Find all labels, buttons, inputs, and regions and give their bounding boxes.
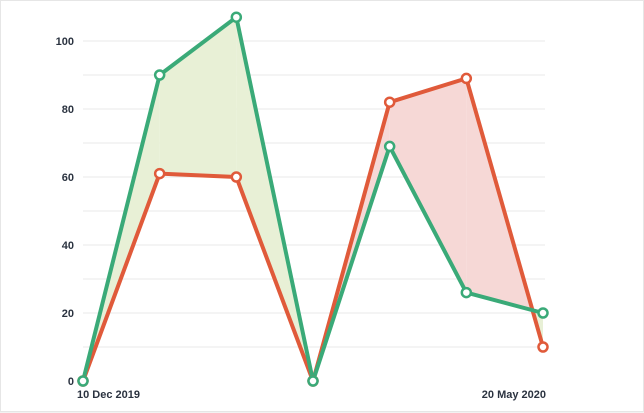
x-tick-label-start: 10 Dec 2019 xyxy=(77,389,140,401)
y-tick-label: 60 xyxy=(62,172,74,184)
y-tick-label: 100 xyxy=(56,36,74,48)
series-points xyxy=(77,11,549,387)
data-point[interactable] xyxy=(383,96,396,108)
data-point[interactable] xyxy=(383,140,396,153)
data-point[interactable] xyxy=(153,69,166,81)
difference-fill xyxy=(159,17,237,178)
data-point[interactable] xyxy=(460,286,473,299)
y-axis-ticks: 0 20 40 60 80 100 xyxy=(56,36,74,388)
difference-fill xyxy=(389,78,467,293)
x-axis-ticks: 10 Dec 2019 20 May 2020 xyxy=(77,389,546,401)
data-point[interactable] xyxy=(153,167,166,180)
data-point[interactable] xyxy=(230,11,243,23)
data-point[interactable] xyxy=(537,341,549,353)
data-point[interactable] xyxy=(230,171,243,183)
y-tick-label: 0 xyxy=(68,376,74,388)
y-tick-label: 20 xyxy=(62,308,74,320)
data-point[interactable] xyxy=(537,307,549,319)
data-point[interactable] xyxy=(307,375,319,387)
y-tick-label: 40 xyxy=(62,240,74,252)
y-tick-label: 80 xyxy=(62,104,74,116)
data-point[interactable] xyxy=(77,375,89,387)
data-point[interactable] xyxy=(460,72,473,85)
x-tick-label-end: 20 May 2020 xyxy=(482,389,546,401)
